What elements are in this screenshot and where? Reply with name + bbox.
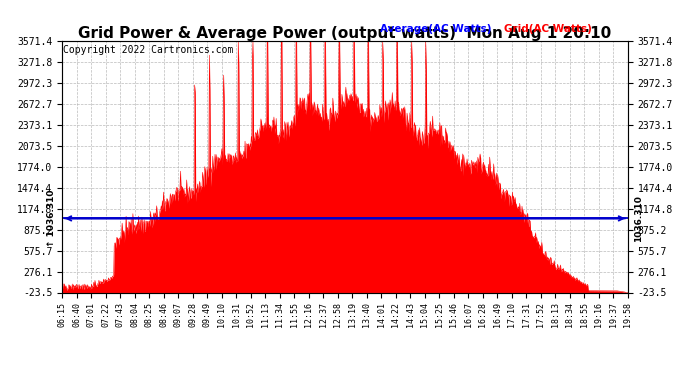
Title: Grid Power & Average Power (output watts)  Mon Aug 1 20:10: Grid Power & Average Power (output watts… [79,26,611,41]
Text: Grid(AC Watts): Grid(AC Watts) [504,24,591,34]
Text: 1036.310: 1036.310 [633,195,642,242]
Text: ↑ 1036.310: ↑ 1036.310 [48,190,57,247]
Text: Average(AC Watts): Average(AC Watts) [380,24,491,34]
Text: Copyright 2022 Cartronics.com: Copyright 2022 Cartronics.com [63,45,233,55]
